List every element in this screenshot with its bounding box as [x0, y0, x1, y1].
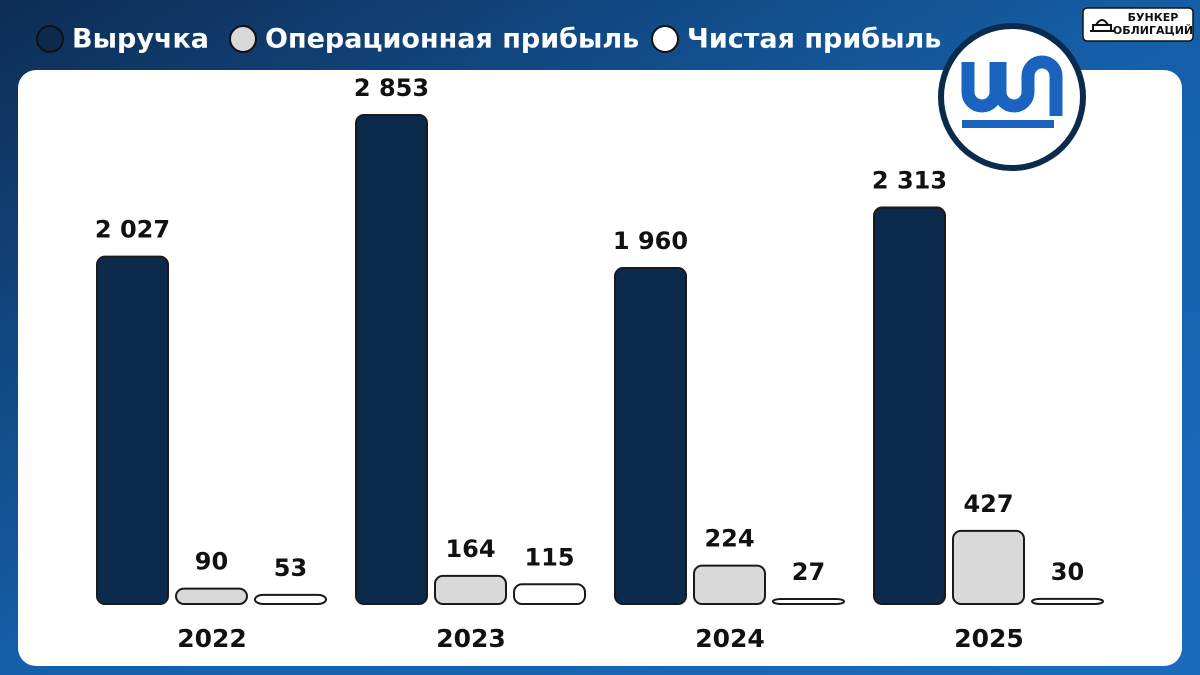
bar: [873, 206, 946, 605]
data-label: 30: [1051, 558, 1084, 586]
data-label: 27: [792, 558, 825, 586]
legend-swatch: [36, 25, 64, 53]
data-label: 1 960: [613, 227, 688, 255]
data-label: 2 313: [872, 167, 947, 195]
x-tick-label: 2022: [177, 624, 247, 653]
data-label: 53: [274, 554, 307, 582]
bar: [693, 564, 766, 606]
brand-badge: БУНКЕР ОБЛИГАЦИЙ: [1082, 7, 1194, 42]
bar: [513, 583, 586, 606]
data-label: 224: [704, 525, 754, 553]
company-logo: [938, 23, 1086, 171]
bar: [952, 529, 1025, 605]
bar: [772, 598, 845, 605]
brand-box: [1082, 7, 1194, 42]
legend-label: Чистая прибыль: [687, 24, 941, 55]
data-label: 90: [195, 548, 228, 576]
bar: [614, 267, 687, 605]
x-tick-label: 2025: [954, 624, 1024, 653]
legend-swatch: [229, 25, 257, 53]
bar: [434, 574, 507, 605]
legend-label: Выручка: [72, 24, 209, 55]
bar: [96, 255, 169, 605]
data-label: 427: [963, 490, 1013, 518]
bar: [254, 593, 327, 606]
brand-line: ОБЛИГАЦИЙ: [1113, 24, 1193, 37]
x-tick-label: 2024: [695, 624, 765, 653]
legend-label: Операционная прибыль: [265, 24, 639, 55]
data-label: 164: [445, 535, 495, 563]
data-label: 2 027: [95, 216, 170, 244]
data-label: 2 853: [354, 74, 429, 102]
brand-line: БУНКЕР: [1128, 11, 1179, 24]
data-label: 115: [524, 543, 574, 571]
logo-mark: [961, 55, 1063, 116]
bar: [355, 114, 428, 605]
bar: [175, 587, 248, 606]
legend-swatch: [651, 25, 679, 53]
bar: [1031, 597, 1104, 605]
x-tick-label: 2023: [436, 624, 506, 653]
brand-icon: [1090, 19, 1114, 32]
